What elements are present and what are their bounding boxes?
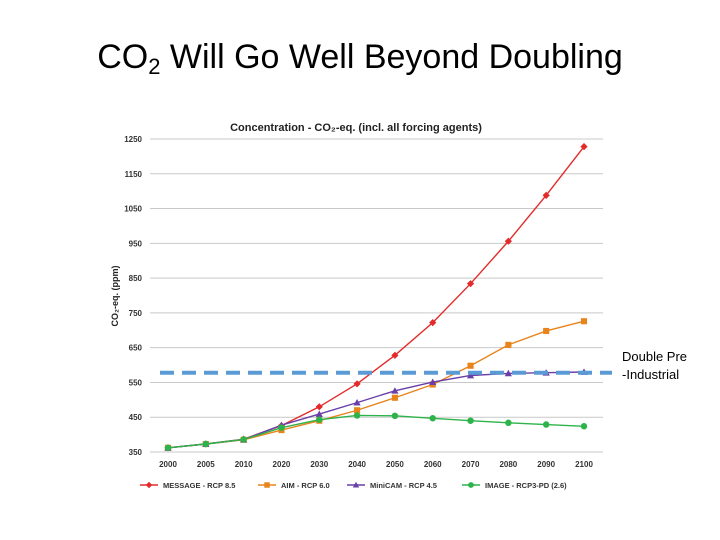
legend-marker [468,482,474,488]
series-point [505,419,512,427]
chart-series [164,143,588,452]
x-axis-ticks: 2000 2005 2010 2020 2030 2040 2050 2060 2070 2080… [159,460,593,469]
slide-title: CO2 Will Go Well Beyond Doubling [0,38,720,80]
x-tick-label: 2100 [575,460,593,469]
series-point [278,424,285,431]
series-point [202,440,210,448]
series-point [391,387,399,394]
legend-marker [145,481,153,489]
y-tick-label: 1250 [124,135,142,144]
x-tick-label: 2090 [537,460,555,469]
x-tick-label: 2070 [462,460,480,469]
series-point [316,416,323,423]
annotation-line-2: -Industrial [622,367,680,382]
chart-legend: MESSAGE - RCP 8.5 AIM - RCP 6.0 MiniCAM - … [140,481,567,490]
series-3 [164,368,588,451]
series-point [353,399,361,406]
y-tick-label: 750 [129,309,143,318]
series-point [580,143,588,151]
series-line [167,371,585,449]
y-axis-label: CO₂-eq. (ppm) [110,266,120,327]
annotation-line-1: Double Pre [622,349,688,364]
y-tick-label: 550 [129,378,143,387]
title-prefix: CO [97,38,149,76]
legend-entry-4: IMAGE - RCP3-PD (2.6) [462,481,567,490]
series-point [391,412,399,420]
legend-marker [352,481,360,488]
series-point [466,280,475,288]
chart-title: Concentration - CO₂-eq. (incl. all forci… [230,122,482,134]
x-tick-label: 2030 [310,460,328,469]
title-suffix: Will Go Well Beyond Doubling [160,38,623,76]
x-tick-label: 2000 [159,460,177,469]
chart-gridlines [150,138,603,453]
series-line [167,146,585,449]
x-tick-label: 2005 [197,460,215,469]
x-tick-label: 2010 [235,460,253,469]
series-2 [164,318,588,451]
y-tick-label: 850 [129,274,143,283]
series-point [467,362,474,369]
x-tick-label: 2020 [273,460,291,469]
series-point [353,380,361,388]
y-tick-label: 950 [129,239,143,248]
series-line [167,320,585,449]
series-1 [164,143,588,452]
y-tick-label: 1150 [125,170,143,179]
series-point [240,436,247,443]
legend-marker [264,482,270,488]
y-tick-label: 350 [129,448,143,457]
title-subscript: 2 [148,54,161,79]
series-point [580,318,588,325]
legend-label: MESSAGE - RCP 8.5 [163,481,235,490]
y-axis-ticks: 1250 1150 1050 950 850 750 650 550 450 350 [124,135,142,457]
double-preindustrial-annotation: Double Pre -Industrial [622,348,718,384]
series-point [429,415,436,422]
series-point [580,423,588,430]
series-point [543,327,550,335]
legend-entry-1: MESSAGE - RCP 8.5 [140,481,235,490]
legend-entry-2: AIM - RCP 6.0 [258,481,330,490]
x-tick-label: 2060 [424,460,442,469]
y-tick-label: 650 [129,344,143,353]
series-point [466,371,475,379]
series-point [353,412,361,419]
x-tick-label: 2040 [348,460,366,469]
series-point [391,394,398,401]
series-point [504,369,512,377]
legend-entry-3: MiniCAM - RCP 4.5 [347,481,437,490]
legend-label: IMAGE - RCP3-PD (2.6) [485,481,567,490]
legend-label: AIM - RCP 6.0 [281,481,330,490]
y-tick-label: 450 [129,413,143,422]
legend-label: MiniCAM - RCP 4.5 [370,481,437,490]
series-point [164,444,172,452]
series-point [315,410,323,417]
series-point [391,351,399,359]
series-point [542,421,550,428]
series-point [504,237,512,245]
series-point [429,319,437,327]
series-point [354,407,361,414]
series-4 [164,412,588,452]
x-tick-label: 2080 [499,460,517,469]
y-tick-label: 1050 [124,205,142,214]
x-tick-label: 2050 [386,460,404,469]
series-point [505,341,512,348]
series-point [315,403,323,411]
series-point [467,417,474,424]
series-point [429,378,437,385]
series-point [542,191,550,199]
series-line [167,414,585,449]
